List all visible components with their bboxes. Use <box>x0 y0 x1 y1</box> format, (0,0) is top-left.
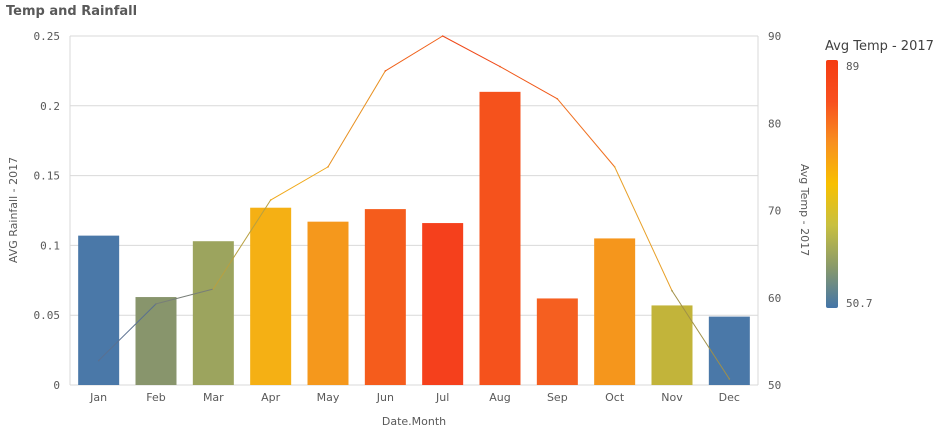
bar-mar[interactable] <box>192 241 234 385</box>
line-segment <box>614 166 673 291</box>
category-label: Jan <box>89 391 107 404</box>
category-label: Mar <box>203 391 224 404</box>
bar-feb[interactable] <box>135 297 177 385</box>
bar-apr[interactable] <box>250 207 292 385</box>
right-tick-label: 90 <box>768 30 781 43</box>
line-point-feb[interactable] <box>155 303 157 305</box>
chart-title: Temp and Rainfall <box>6 4 138 19</box>
line-segment <box>155 288 214 305</box>
line-segment <box>671 290 730 380</box>
left-tick-label: 0.25 <box>34 30 61 43</box>
line-point-apr[interactable] <box>269 199 272 201</box>
category-label: Feb <box>146 391 165 404</box>
bar-dec[interactable] <box>708 316 750 385</box>
line-point-jan[interactable] <box>97 359 100 362</box>
category-label: Jun <box>376 391 394 404</box>
line-segment <box>327 70 386 168</box>
category-label: Apr <box>261 391 281 404</box>
left-tick-label: 0.2 <box>40 100 60 113</box>
line-point-aug[interactable] <box>499 65 501 68</box>
bars <box>78 91 750 385</box>
bar-aug[interactable] <box>479 91 521 385</box>
temperature-line <box>97 35 731 380</box>
line-segment <box>212 199 272 290</box>
category-label: Sep <box>547 391 568 404</box>
bar-jul[interactable] <box>422 223 464 385</box>
grid-lines <box>69 35 759 386</box>
color-legend: Avg Temp - 2017 89 50.7 <box>825 39 934 310</box>
bar-sep[interactable] <box>536 298 578 385</box>
left-tick-label: 0.1 <box>40 239 60 252</box>
right-tick-label: 50 <box>768 379 781 392</box>
line-segment <box>98 303 157 361</box>
category-label: Dec <box>719 391 740 404</box>
line-point-sep[interactable] <box>556 98 559 100</box>
legend-title: Avg Temp - 2017 <box>825 39 934 54</box>
legend-min-label: 50.7 <box>846 297 873 310</box>
line-point-jun[interactable] <box>384 70 387 72</box>
right-tick-label: 70 <box>768 205 781 218</box>
left-tick-label: 0 <box>53 379 60 392</box>
y-axis-label: AVG Rainfall - 2017 <box>7 157 20 263</box>
line-point-dec[interactable] <box>728 378 731 380</box>
bar-jun[interactable] <box>364 209 406 385</box>
category-labels: Jan Feb Mar Apr May Jun Jul Aug Sep Oct Nov Dec <box>89 391 740 404</box>
bar-jan[interactable] <box>78 235 120 385</box>
right-tick-label: 60 <box>768 292 781 305</box>
line-segment <box>385 35 443 72</box>
category-label: Oct <box>605 391 625 404</box>
left-axis-ticks: 0 0.05 0.1 0.15 0.2 0.25 <box>34 30 61 392</box>
line-point-jul[interactable] <box>441 35 444 37</box>
bar-nov[interactable] <box>651 305 693 385</box>
line-segment <box>270 166 329 201</box>
line-segment <box>442 35 501 67</box>
line-point-nov[interactable] <box>671 289 673 292</box>
legend-gradient-bar <box>826 60 838 308</box>
left-tick-label: 0.15 <box>34 170 61 183</box>
bar-may[interactable] <box>307 221 349 385</box>
category-label: May <box>317 391 340 404</box>
right-axis-ticks: 50 60 70 80 90 <box>768 30 781 392</box>
line-segment <box>499 66 558 100</box>
line-segment <box>556 98 616 168</box>
left-tick-label: 0.05 <box>34 309 61 322</box>
x-axis-label: Date.Month <box>382 415 446 428</box>
line-point-may[interactable] <box>327 166 329 168</box>
category-label: Aug <box>489 391 510 404</box>
line-point-mar[interactable] <box>212 288 215 290</box>
legend-max-label: 89 <box>846 60 859 73</box>
y2-axis-label: Avg Temp - 2017 <box>798 164 811 256</box>
category-label: Jul <box>435 391 449 404</box>
line-point-oct[interactable] <box>613 166 616 168</box>
category-label: Nov <box>661 391 683 404</box>
bar-oct[interactable] <box>594 238 636 385</box>
right-tick-label: 80 <box>768 117 781 130</box>
